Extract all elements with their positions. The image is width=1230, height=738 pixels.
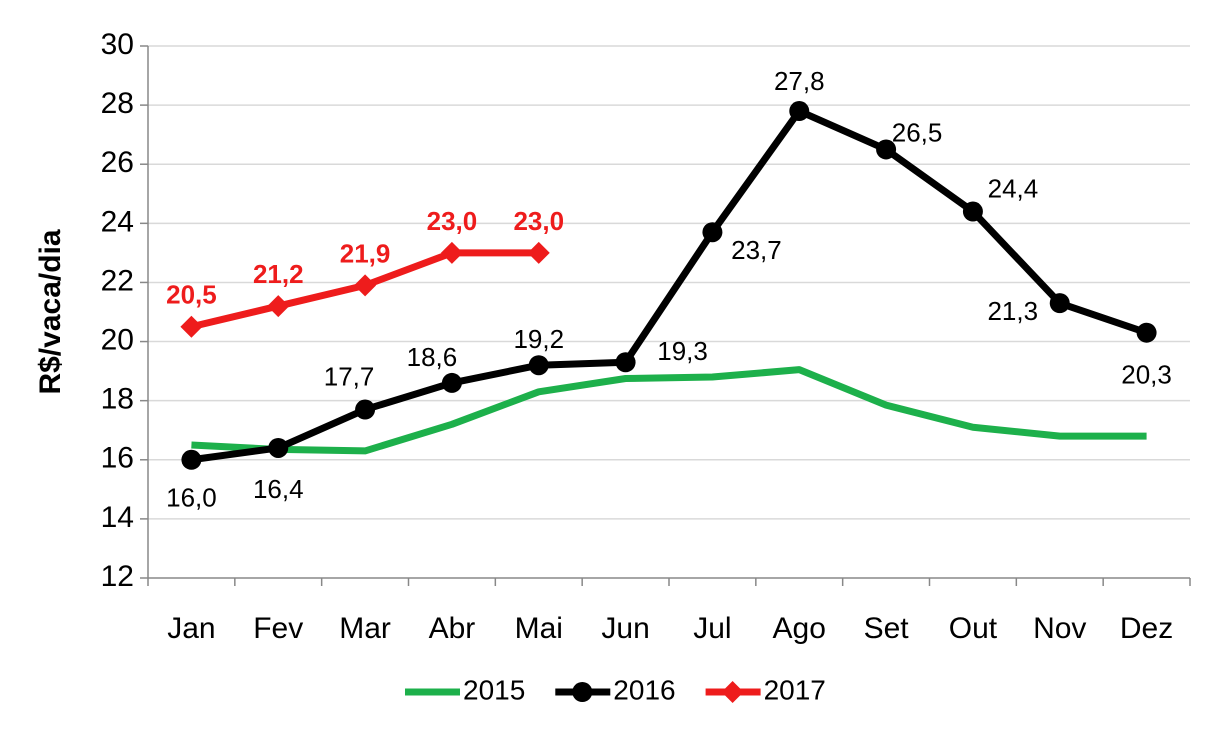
marker <box>721 681 744 703</box>
data-label: 23,7 <box>731 235 782 265</box>
x-tick-label: Abr <box>429 612 476 645</box>
marker <box>702 222 723 243</box>
data-label: 20,5 <box>166 280 217 310</box>
y-tick-label: 26 <box>101 146 134 179</box>
y-tick-label: 18 <box>101 383 134 416</box>
marker <box>528 355 549 376</box>
x-tick-label: Out <box>949 612 998 645</box>
marker <box>268 437 289 458</box>
x-tick-label: Nov <box>1033 612 1086 645</box>
y-tick-label: 30 <box>101 28 134 61</box>
marker <box>789 101 810 122</box>
y-tick-label: 24 <box>101 205 134 238</box>
y-tick-label: 14 <box>101 501 134 534</box>
y-axis-label: R$/vaca/dia <box>34 229 67 394</box>
marker <box>181 449 202 470</box>
legend-label: 2016 <box>613 674 675 705</box>
marker <box>440 241 463 264</box>
y-tick-label: 16 <box>101 442 134 475</box>
data-label: 23,0 <box>427 206 478 236</box>
data-label: 19,3 <box>657 336 708 366</box>
y-tick-label: 22 <box>101 264 134 297</box>
marker <box>267 295 290 318</box>
data-label: 16,4 <box>253 474 304 504</box>
data-label: 21,2 <box>253 259 304 289</box>
marker <box>441 372 462 393</box>
data-label: 24,4 <box>988 173 1039 203</box>
marker <box>527 241 550 264</box>
data-label: 21,3 <box>987 296 1038 326</box>
legend-label: 2015 <box>463 674 525 705</box>
y-tick-label: 12 <box>101 560 134 593</box>
marker <box>354 274 377 297</box>
marker <box>876 139 897 160</box>
x-tick-label: Set <box>864 612 910 645</box>
x-tick-label: Jan <box>167 612 215 645</box>
data-label: 16,0 <box>166 483 217 513</box>
marker <box>1049 293 1070 314</box>
x-tick-label: Mar <box>339 612 391 645</box>
x-tick-label: Dez <box>1120 612 1173 645</box>
data-label: 21,9 <box>340 238 391 268</box>
marker <box>1136 322 1157 343</box>
marker <box>962 201 983 222</box>
data-label: 18,6 <box>407 342 458 372</box>
data-label: 20,3 <box>1121 360 1172 390</box>
data-label: 27,8 <box>774 66 825 96</box>
x-tick-label: Jul <box>693 612 731 645</box>
x-tick-label: Fev <box>253 612 303 645</box>
y-tick-label: 20 <box>101 323 134 356</box>
marker <box>180 315 203 338</box>
data-label: 26,5 <box>892 117 943 147</box>
data-label: 23,0 <box>513 206 564 236</box>
x-tick-label: Jun <box>601 612 649 645</box>
data-label: 17,7 <box>324 361 375 391</box>
x-tick-label: Ago <box>773 612 826 645</box>
series-line <box>190 107 1148 464</box>
marker <box>355 399 376 420</box>
data-label: 19,2 <box>513 324 564 354</box>
marker <box>615 352 636 373</box>
marker <box>572 682 593 702</box>
legend-label: 2017 <box>764 674 826 705</box>
series-line <box>191 366 1147 455</box>
y-tick-label: 28 <box>101 87 134 120</box>
x-tick-label: Mai <box>515 612 563 645</box>
